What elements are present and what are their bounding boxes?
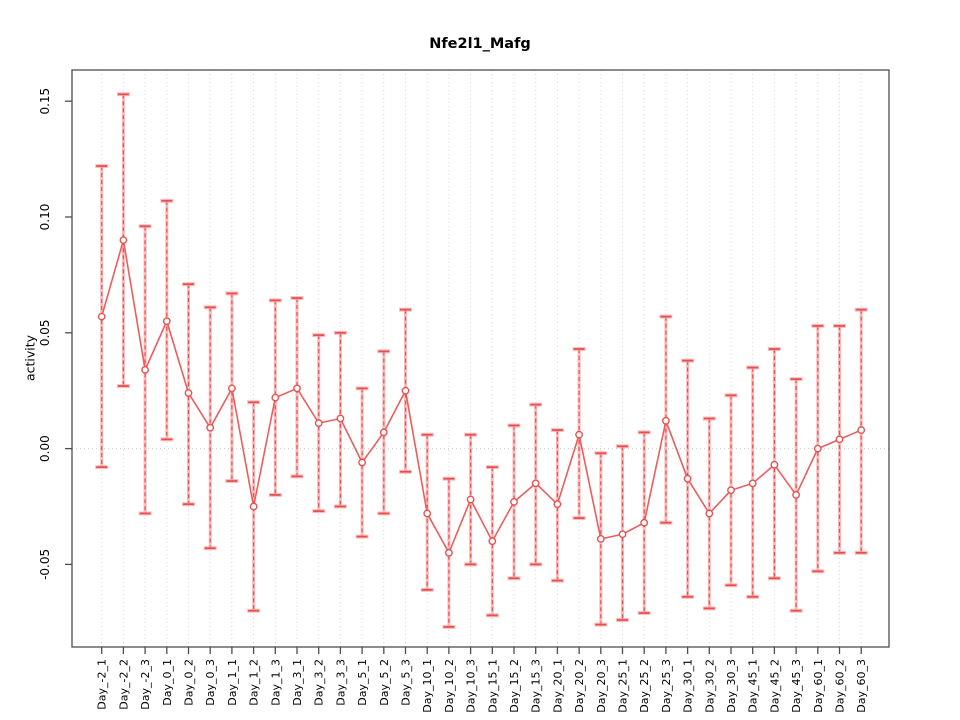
x-tick-label: Day_30_2 <box>703 659 716 713</box>
x-tick-label: Day_20_1 <box>551 659 564 713</box>
x-tick-label: Day_30_3 <box>725 659 738 713</box>
data-point <box>835 435 844 444</box>
data-point <box>227 384 236 393</box>
y-tick-label: 0.00 <box>38 435 52 462</box>
chart-title: Nfe2l1_Mafg <box>429 36 531 52</box>
data-point <box>401 386 410 395</box>
data-point <box>553 500 562 509</box>
x-tick-label: Day_10_3 <box>465 659 478 713</box>
data-point <box>596 535 605 543</box>
x-tick-label: Day_15_2 <box>508 659 521 713</box>
x-tick-label: Day_0_2 <box>183 659 196 706</box>
data-point <box>293 384 301 393</box>
x-tick-label: Day_15_3 <box>530 659 543 713</box>
data-point <box>358 458 366 467</box>
data-point <box>336 414 345 423</box>
x-tick-label: Day_45_2 <box>768 659 781 713</box>
data-point <box>271 393 280 402</box>
data-point <box>97 312 106 321</box>
data-point <box>662 416 670 425</box>
x-tick-label: Day_0_3 <box>204 659 217 706</box>
data-point <box>748 479 757 488</box>
data-point <box>444 548 453 557</box>
x-tick-label: Day_20_3 <box>595 659 608 713</box>
x-tick-label: Day_25_2 <box>638 659 651 713</box>
data-point <box>314 419 323 428</box>
x-tick-label: Day_60_2 <box>834 659 847 713</box>
x-tick-label: Day_0_1 <box>161 659 174 706</box>
x-tick-label: Day_3_2 <box>313 659 326 706</box>
data-point <box>683 474 692 483</box>
y-tick-label: 0.10 <box>38 204 52 231</box>
data-point <box>162 317 171 326</box>
data-point <box>249 502 258 511</box>
data-point <box>466 495 475 504</box>
x-tick-label: Day_5_1 <box>356 659 369 706</box>
plot-border <box>71 69 890 648</box>
x-tick-label: Day_45_1 <box>747 659 760 713</box>
x-tick-label: Day_5_2 <box>378 659 391 706</box>
x-tick-label: Day_10_1 <box>421 659 434 713</box>
x-tick-label: Day_1_1 <box>226 659 239 706</box>
data-point <box>857 426 866 434</box>
data-point <box>423 509 432 518</box>
data-point <box>488 537 497 546</box>
data-point <box>531 479 540 488</box>
data-point <box>184 389 193 397</box>
x-tick-label: Day_-2_1 <box>96 659 109 710</box>
x-tick-label: Day_45_3 <box>790 659 803 713</box>
data-point <box>379 428 388 437</box>
data-point <box>618 530 627 539</box>
x-tick-label: Day_60_1 <box>812 659 825 713</box>
y-tick-label: 0.15 <box>38 88 52 115</box>
y-tick-label: -0.05 <box>38 549 52 580</box>
x-tick-label: Day_1_3 <box>269 659 282 706</box>
data-point <box>119 236 128 245</box>
data-point <box>705 509 714 518</box>
y-tick-label: 0.05 <box>38 319 52 346</box>
data-point <box>575 430 583 439</box>
x-tick-label: Day_10_2 <box>443 659 456 713</box>
x-tick-label: Day_15_1 <box>486 659 499 713</box>
series-line <box>100 239 862 555</box>
data-point <box>792 491 800 499</box>
x-tick-label: Day_25_3 <box>660 659 673 713</box>
x-tick-label: Day_-2_2 <box>117 659 130 710</box>
data-point <box>813 444 822 453</box>
data-point <box>727 486 735 495</box>
data-point <box>206 423 215 432</box>
x-tick-label: Day_-2_3 <box>139 659 152 710</box>
data-point <box>141 365 150 374</box>
x-tick-label: Day_20_2 <box>573 659 586 713</box>
x-tick-label: Day_1_2 <box>248 659 261 706</box>
x-tick-label: Day_60_3 <box>855 659 868 713</box>
x-tick-label: Day_25_1 <box>617 659 630 713</box>
data-point <box>640 518 649 527</box>
x-tick-label: Day_5_3 <box>400 659 413 706</box>
x-tick-label: Day_30_1 <box>682 659 695 713</box>
data-point <box>510 497 518 506</box>
x-tick-label: Day_3_3 <box>334 659 347 706</box>
data-point <box>770 460 779 469</box>
x-tick-label: Day_3_1 <box>291 659 304 706</box>
